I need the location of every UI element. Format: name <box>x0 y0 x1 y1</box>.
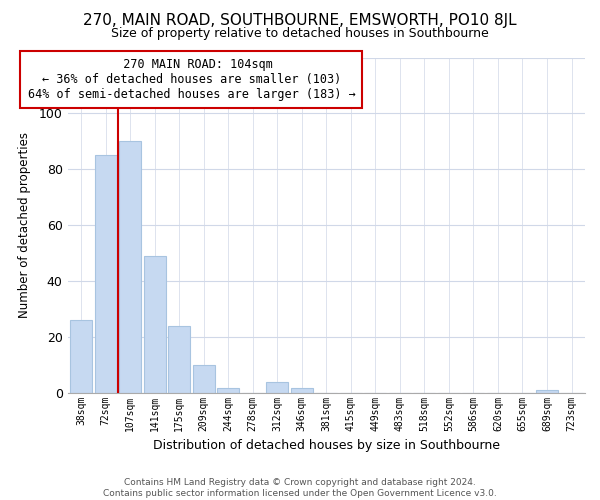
Bar <box>119 142 141 393</box>
Text: Contains HM Land Registry data © Crown copyright and database right 2024.
Contai: Contains HM Land Registry data © Crown c… <box>103 478 497 498</box>
Y-axis label: Number of detached properties: Number of detached properties <box>17 132 31 318</box>
Text: 270 MAIN ROAD: 104sqm
← 36% of detached houses are smaller (103)
64% of semi-det: 270 MAIN ROAD: 104sqm ← 36% of detached … <box>28 58 355 102</box>
Bar <box>266 382 288 393</box>
Bar <box>70 320 92 393</box>
Text: 270, MAIN ROAD, SOUTHBOURNE, EMSWORTH, PO10 8JL: 270, MAIN ROAD, SOUTHBOURNE, EMSWORTH, P… <box>83 12 517 28</box>
Bar <box>95 156 116 393</box>
Bar <box>536 390 558 393</box>
Text: Size of property relative to detached houses in Southbourne: Size of property relative to detached ho… <box>111 28 489 40</box>
Bar <box>143 256 166 393</box>
Bar <box>168 326 190 393</box>
Bar <box>291 388 313 393</box>
Bar <box>193 365 215 393</box>
Bar <box>217 388 239 393</box>
X-axis label: Distribution of detached houses by size in Southbourne: Distribution of detached houses by size … <box>153 440 500 452</box>
